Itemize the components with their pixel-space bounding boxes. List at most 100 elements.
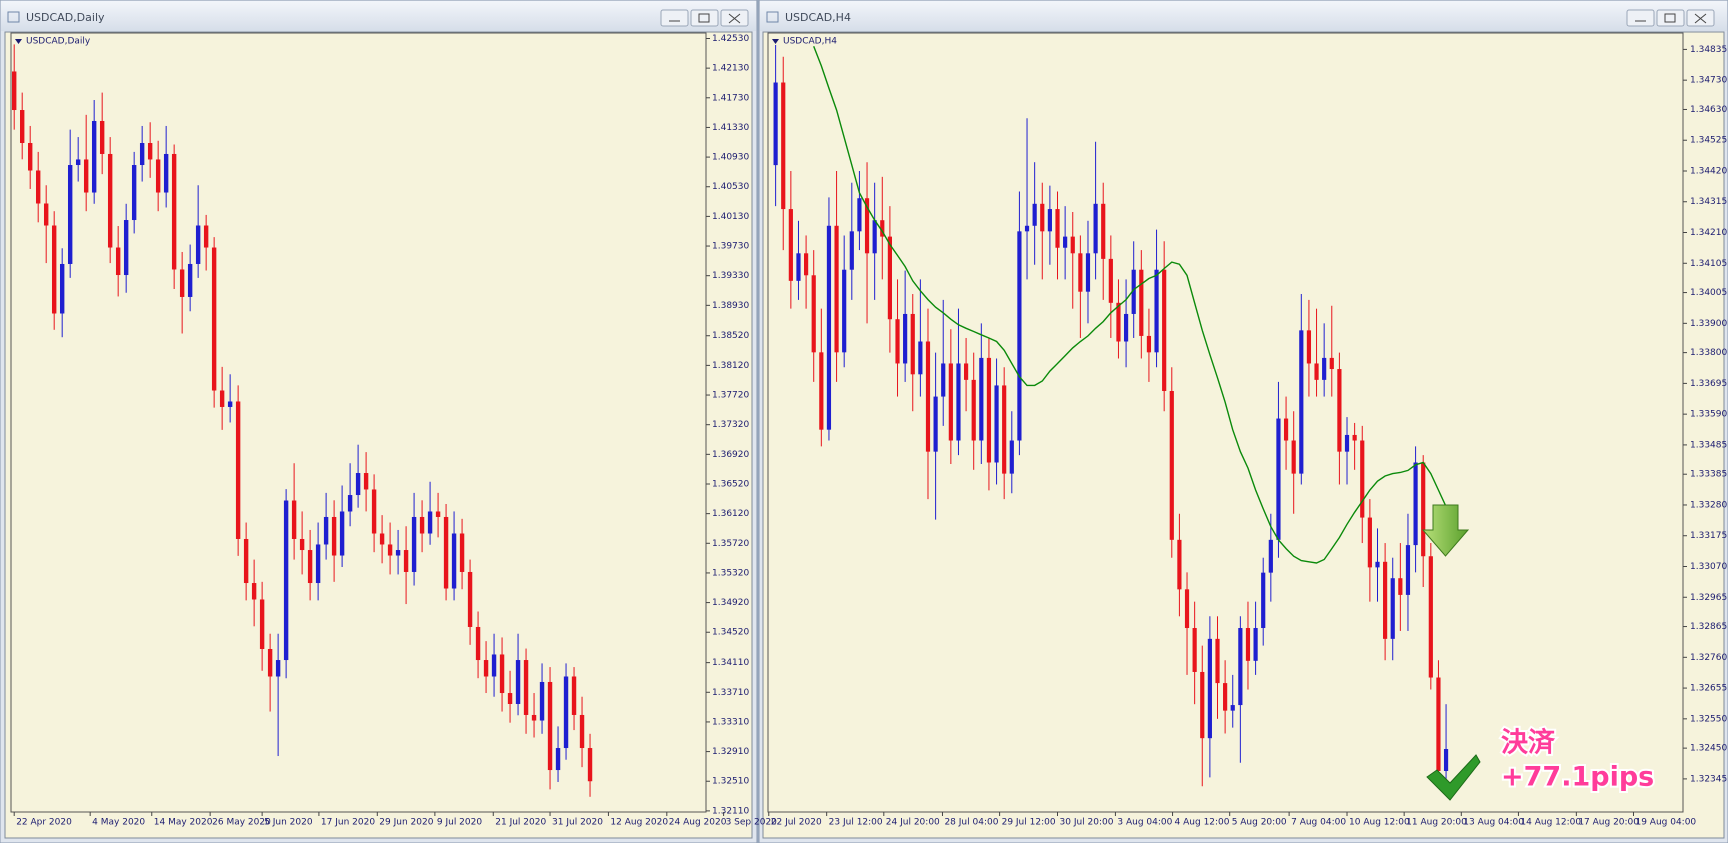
- y-tick-label: 1.33485: [1690, 440, 1727, 450]
- x-tick-label: 28 Jul 04:00: [944, 818, 998, 828]
- candle-body: [499, 654, 505, 694]
- x-tick-label: 5 Aug 20:00: [1232, 818, 1287, 828]
- candle-body: [1337, 369, 1342, 452]
- candle-body: [849, 231, 854, 270]
- candle-body: [1215, 638, 1220, 684]
- candle-body: [51, 225, 57, 314]
- y-tick-label: 1.32550: [1690, 714, 1727, 724]
- candle-body: [59, 263, 65, 314]
- x-tick-label: 11 Aug 20:00: [1406, 818, 1467, 828]
- y-tick-label: 1.37720: [712, 391, 749, 401]
- candle-body: [523, 660, 529, 715]
- window-icon: [7, 11, 20, 23]
- candle-body: [379, 533, 385, 545]
- candle-body: [1436, 677, 1441, 771]
- y-tick-label: 1.35320: [712, 568, 749, 578]
- candle-body: [1078, 253, 1083, 292]
- candle-body: [880, 220, 885, 237]
- candle-body: [1383, 561, 1388, 639]
- y-tick-label: 1.34005: [1690, 288, 1727, 298]
- chart-label: USDCAD,H4: [783, 37, 837, 47]
- y-tick-label: 1.34525: [1690, 136, 1727, 146]
- candle-body: [579, 714, 585, 749]
- y-tick-label: 1.38120: [712, 361, 749, 371]
- y-tick-label: 1.32760: [1690, 653, 1727, 663]
- y-tick-label: 1.36120: [712, 509, 749, 519]
- candle-body: [1268, 539, 1273, 573]
- y-tick-label: 1.34315: [1690, 197, 1727, 207]
- candle-body: [1017, 231, 1022, 441]
- candle-body: [475, 626, 481, 661]
- y-tick-label: 1.41730: [712, 93, 749, 103]
- candle-body: [1223, 683, 1228, 711]
- candle-body: [139, 143, 145, 166]
- y-tick-label: 1.40130: [712, 212, 749, 222]
- candle-body: [1291, 440, 1296, 474]
- x-tick-label: 17 Aug 20:00: [1578, 818, 1639, 828]
- x-tick-label: 29 Jun 2020: [379, 818, 433, 828]
- x-tick-label: 12 Aug 2020: [610, 818, 668, 828]
- x-tick-label: 29 Jul 12:00: [1002, 818, 1056, 828]
- x-tick-label: 5 Jun 2020: [264, 818, 313, 828]
- candle-body: [75, 159, 81, 166]
- candle-body: [275, 660, 281, 677]
- candle-body: [443, 516, 449, 589]
- candle-body: [299, 538, 305, 551]
- candle-body: [19, 110, 25, 144]
- candle-body: [979, 357, 984, 441]
- candle-body: [1443, 749, 1449, 771]
- y-tick-label: 1.42130: [712, 64, 749, 74]
- candle-body: [1101, 203, 1106, 259]
- candle-body: [1009, 440, 1014, 474]
- candle-body: [1299, 330, 1304, 474]
- candle-body: [331, 516, 337, 556]
- candle-body: [788, 209, 793, 281]
- y-tick-label: 1.38930: [712, 301, 749, 311]
- annotation: 決済: [1501, 727, 1556, 759]
- candle-body: [1162, 269, 1167, 392]
- candle-body: [211, 247, 217, 391]
- candle-body: [910, 313, 915, 375]
- candle-body: [1131, 269, 1136, 314]
- candle-body: [811, 275, 816, 353]
- y-tick-label: 1.33800: [1690, 348, 1727, 358]
- candle-body: [1390, 578, 1395, 639]
- candle-body: [171, 153, 177, 270]
- candle-body: [187, 263, 193, 297]
- window-title: USDCAD,H4: [785, 11, 851, 24]
- candle-body: [587, 748, 593, 782]
- candle-body: [864, 198, 870, 254]
- candle-body: [267, 648, 273, 677]
- y-tick-label: 1.40930: [712, 153, 749, 163]
- candle-body: [387, 544, 393, 556]
- candle-body: [355, 473, 361, 496]
- candle-body: [571, 676, 577, 715]
- candle-body: [11, 71, 17, 111]
- candle-body: [1063, 236, 1068, 248]
- candle-body: [411, 516, 417, 572]
- y-tick-label: 1.36920: [712, 450, 749, 460]
- candle-body: [203, 225, 209, 248]
- candle-body: [1276, 418, 1281, 540]
- candle-body: [918, 341, 923, 375]
- candle-body: [531, 714, 537, 721]
- y-tick-label: 1.32110: [712, 806, 749, 816]
- candle-body: [403, 550, 409, 572]
- candle-body: [1146, 335, 1152, 353]
- candle-body: [291, 500, 297, 539]
- window-buttons[interactable]: [660, 9, 749, 27]
- y-tick-label: 1.34920: [712, 598, 749, 608]
- candle-body: [307, 550, 313, 584]
- window-icon: [766, 11, 779, 23]
- x-tick-label: 24 Aug 2020: [669, 818, 727, 828]
- candle-body: [963, 363, 969, 380]
- y-tick-label: 1.34835: [1690, 45, 1727, 55]
- chart: 1.34835 1.34730 1.34630 1.34525 1.34420 1.343…: [768, 45, 1727, 828]
- y-tick-label: 1.33070: [1690, 562, 1727, 572]
- candle-body: [283, 500, 289, 661]
- candle-body: [1123, 313, 1129, 342]
- window-buttons[interactable]: [1626, 9, 1715, 27]
- candle-body: [1177, 539, 1182, 590]
- candle-body: [1169, 391, 1174, 540]
